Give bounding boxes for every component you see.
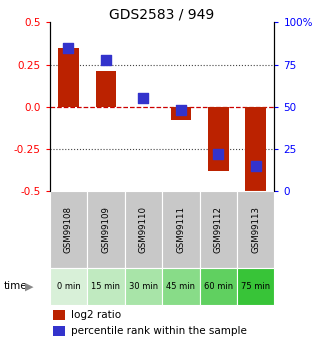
Point — [178, 107, 183, 113]
Title: GDS2583 / 949: GDS2583 / 949 — [109, 7, 215, 21]
Text: GSM99113: GSM99113 — [251, 206, 260, 253]
Text: GSM99111: GSM99111 — [176, 206, 185, 253]
Bar — [58, 48, 79, 107]
Bar — [170, 107, 191, 120]
Point — [253, 163, 258, 169]
Text: time: time — [3, 281, 27, 291]
Bar — [208, 107, 229, 171]
Text: log2 ratio: log2 ratio — [71, 310, 121, 321]
Bar — [246, 107, 266, 195]
Text: ▶: ▶ — [25, 281, 33, 291]
Text: 30 min: 30 min — [129, 282, 158, 291]
Bar — [87, 191, 125, 268]
Text: 0 min: 0 min — [56, 282, 80, 291]
Bar — [53, 326, 65, 336]
Text: percentile rank within the sample: percentile rank within the sample — [71, 326, 247, 336]
Point — [66, 45, 71, 50]
Text: 75 min: 75 min — [241, 282, 270, 291]
Text: GSM99108: GSM99108 — [64, 206, 73, 253]
Text: 45 min: 45 min — [166, 282, 195, 291]
Bar — [50, 191, 87, 268]
Point — [103, 57, 108, 62]
Point — [216, 151, 221, 157]
Point — [141, 96, 146, 101]
Text: GSM99112: GSM99112 — [214, 206, 223, 253]
Bar — [237, 191, 274, 268]
Bar — [237, 268, 274, 305]
Bar — [53, 310, 65, 321]
Bar — [125, 268, 162, 305]
Bar — [87, 268, 125, 305]
Bar — [162, 268, 200, 305]
Text: GSM99109: GSM99109 — [101, 206, 110, 253]
Text: GSM99110: GSM99110 — [139, 206, 148, 253]
Bar — [50, 268, 87, 305]
Bar — [96, 71, 116, 107]
Bar — [125, 191, 162, 268]
Text: 60 min: 60 min — [204, 282, 233, 291]
Bar — [162, 191, 200, 268]
Text: 15 min: 15 min — [91, 282, 120, 291]
Bar — [200, 191, 237, 268]
Bar — [200, 268, 237, 305]
